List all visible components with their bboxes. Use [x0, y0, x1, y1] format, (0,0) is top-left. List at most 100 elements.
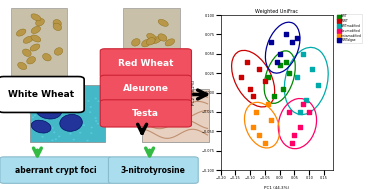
Ellipse shape	[36, 124, 38, 125]
Ellipse shape	[55, 109, 57, 111]
Ellipse shape	[76, 98, 79, 100]
Ellipse shape	[69, 107, 71, 109]
Ellipse shape	[57, 103, 59, 104]
Ellipse shape	[140, 53, 149, 61]
Ellipse shape	[43, 53, 51, 61]
Ellipse shape	[53, 112, 55, 113]
Ellipse shape	[89, 111, 91, 113]
Ellipse shape	[142, 40, 150, 47]
Ellipse shape	[55, 139, 57, 140]
Text: White Wheat: White Wheat	[8, 90, 74, 99]
RWT	[271, 95, 277, 98]
Ellipse shape	[22, 49, 31, 57]
Ellipse shape	[158, 19, 168, 26]
testamodified	[250, 126, 256, 129]
Ellipse shape	[147, 61, 156, 68]
Ellipse shape	[34, 85, 36, 87]
Ellipse shape	[64, 124, 67, 126]
WWTalgae	[294, 37, 300, 40]
Ellipse shape	[102, 116, 104, 118]
FancyBboxPatch shape	[30, 85, 105, 142]
Ellipse shape	[51, 91, 53, 92]
Ellipse shape	[70, 133, 72, 135]
Ellipse shape	[52, 127, 54, 129]
Ellipse shape	[79, 132, 82, 134]
aleumodified	[291, 134, 297, 137]
Ellipse shape	[147, 38, 155, 45]
Ellipse shape	[16, 29, 26, 36]
Ellipse shape	[52, 105, 55, 107]
aleumodified	[288, 141, 294, 144]
Y-axis label: PC2 (18.2%): PC2 (18.2%)	[192, 80, 196, 105]
Ellipse shape	[91, 127, 93, 128]
WWT	[262, 80, 268, 83]
Ellipse shape	[95, 120, 97, 122]
Ellipse shape	[147, 33, 156, 41]
Legend: RWT, WWT, RWTmodified, aleumodified, testamodified, WWTalgae: RWT, WWT, RWTmodified, aleumodified, tes…	[337, 14, 362, 43]
Ellipse shape	[32, 117, 34, 118]
WWT	[244, 60, 250, 63]
FancyBboxPatch shape	[0, 77, 84, 112]
RWTmodified	[315, 83, 321, 86]
aleumodified	[306, 110, 312, 113]
Ellipse shape	[31, 120, 51, 133]
Ellipse shape	[74, 126, 76, 128]
WWTalgae	[274, 60, 280, 63]
WWTalgae	[277, 52, 283, 55]
Ellipse shape	[74, 112, 76, 113]
RWT	[265, 76, 271, 79]
FancyBboxPatch shape	[100, 100, 191, 127]
Ellipse shape	[51, 139, 53, 141]
WWTalgae	[288, 41, 294, 44]
Ellipse shape	[44, 98, 46, 99]
RWT	[286, 72, 292, 75]
Ellipse shape	[97, 123, 99, 125]
Ellipse shape	[53, 97, 56, 99]
Text: Aleurone: Aleurone	[123, 84, 169, 93]
X-axis label: PC1 (44.3%): PC1 (44.3%)	[264, 186, 289, 189]
Ellipse shape	[32, 121, 34, 122]
FancyBboxPatch shape	[100, 49, 191, 78]
Ellipse shape	[42, 136, 44, 138]
FancyBboxPatch shape	[142, 89, 209, 142]
RWTmodified	[300, 52, 306, 55]
WWT	[238, 76, 244, 79]
Ellipse shape	[151, 52, 160, 60]
RWT	[280, 87, 286, 90]
testamodified	[253, 110, 259, 113]
Ellipse shape	[53, 23, 62, 31]
FancyBboxPatch shape	[100, 75, 191, 102]
FancyBboxPatch shape	[123, 8, 180, 76]
testamodified	[256, 134, 262, 137]
Ellipse shape	[73, 139, 75, 140]
Ellipse shape	[90, 106, 92, 108]
Ellipse shape	[53, 132, 55, 133]
FancyBboxPatch shape	[11, 8, 67, 76]
Ellipse shape	[83, 124, 85, 126]
Ellipse shape	[66, 128, 68, 130]
Ellipse shape	[31, 35, 41, 42]
WWTalgae	[268, 41, 274, 44]
Ellipse shape	[165, 39, 175, 46]
Text: Red Wheat: Red Wheat	[118, 59, 174, 68]
RWT	[283, 60, 289, 63]
aleumodified	[300, 103, 306, 106]
Ellipse shape	[37, 94, 40, 96]
Ellipse shape	[27, 57, 36, 64]
Ellipse shape	[33, 122, 35, 123]
Ellipse shape	[151, 36, 162, 43]
Ellipse shape	[90, 132, 92, 134]
aleumodified	[286, 110, 292, 113]
Ellipse shape	[77, 107, 80, 108]
Ellipse shape	[103, 115, 105, 117]
Ellipse shape	[29, 112, 31, 114]
Ellipse shape	[32, 105, 34, 107]
Ellipse shape	[54, 113, 56, 115]
RWTmodified	[294, 76, 300, 79]
Ellipse shape	[34, 115, 36, 116]
Text: 3-nitrotyrosine: 3-nitrotyrosine	[121, 166, 186, 175]
Text: aberrant crypt foci: aberrant crypt foci	[15, 166, 97, 175]
FancyBboxPatch shape	[108, 157, 198, 183]
Ellipse shape	[62, 116, 64, 118]
Title: Weighted UniFrac: Weighted UniFrac	[255, 9, 298, 14]
